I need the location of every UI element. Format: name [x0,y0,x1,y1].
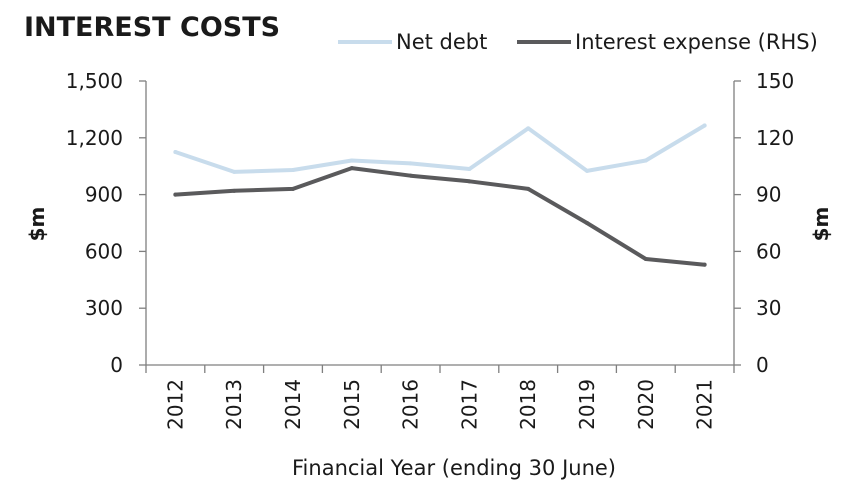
x-tick-label: 2017 [457,379,481,430]
series-line-net-debt [173,123,707,174]
net-debt-point [702,123,707,128]
left-y-tick-label: 300 [85,296,123,320]
net-debt-point [643,158,648,163]
right-y-tick-label: 60 [756,239,781,263]
x-tick-label: 2020 [634,379,658,430]
net-debt-point [232,169,237,174]
interest-expense-point [585,221,589,225]
left-y-tick-label: 900 [85,183,123,207]
left-axis-unit: $m [25,207,49,242]
net-debt-point [408,161,413,166]
x-tick-label: 2021 [693,379,717,430]
left-y-tick-label: 1,500 [66,69,123,93]
right-axis-unit: $m [809,207,833,242]
left-y-tick-label: 600 [85,239,123,263]
right-y-tick-label: 120 [756,126,794,150]
x-tick-label: 2014 [281,379,305,430]
legend: Net debt Interest expense (RHS) [338,30,818,54]
x-tick-label: 2018 [516,379,540,430]
interest-expense-point [408,173,413,178]
left-y-tick-label: 0 [110,353,123,377]
x-axis-label: Financial Year (ending 30 June) [292,456,616,480]
axes: 0 300 600 900 1,200 1,500 0 30 60 90 120 150 2012 201… [66,69,794,430]
interest-expense-point [702,262,707,267]
net-debt-point [349,158,354,163]
net-debt-point [526,126,531,131]
chart-title: INTEREST COSTS [24,12,280,43]
interest-expense-point [232,188,237,193]
x-tick-label: 2019 [575,379,599,430]
net-debt-point [291,167,295,172]
left-y-tick-label: 1,200 [66,126,123,150]
net-debt-point [467,167,472,172]
right-y-tick-label: 0 [756,353,769,377]
interest-expense-point [349,166,354,171]
interest-expense-point [526,186,531,191]
legend-label-interest-expense: Interest expense (RHS) [575,30,818,54]
net-debt-point [585,168,589,173]
interest-expense-point [291,186,295,191]
interest-expense-point [467,179,472,184]
right-y-tick-label: 150 [756,69,794,93]
interest-expense-point [643,256,648,261]
x-tick-label: 2012 [163,379,187,430]
net-debt-point [173,150,178,154]
x-tick-label: 2016 [399,379,423,430]
interest-expense-point [173,192,178,197]
legend-label-net-debt: Net debt [396,30,487,54]
series-layer [173,123,707,267]
x-tick-label: 2013 [222,379,246,430]
series-line-interest-expense [173,166,707,267]
right-y-tick-label: 90 [756,183,781,207]
right-y-tick-label: 30 [756,296,781,320]
x-tick-label: 2015 [340,379,364,430]
